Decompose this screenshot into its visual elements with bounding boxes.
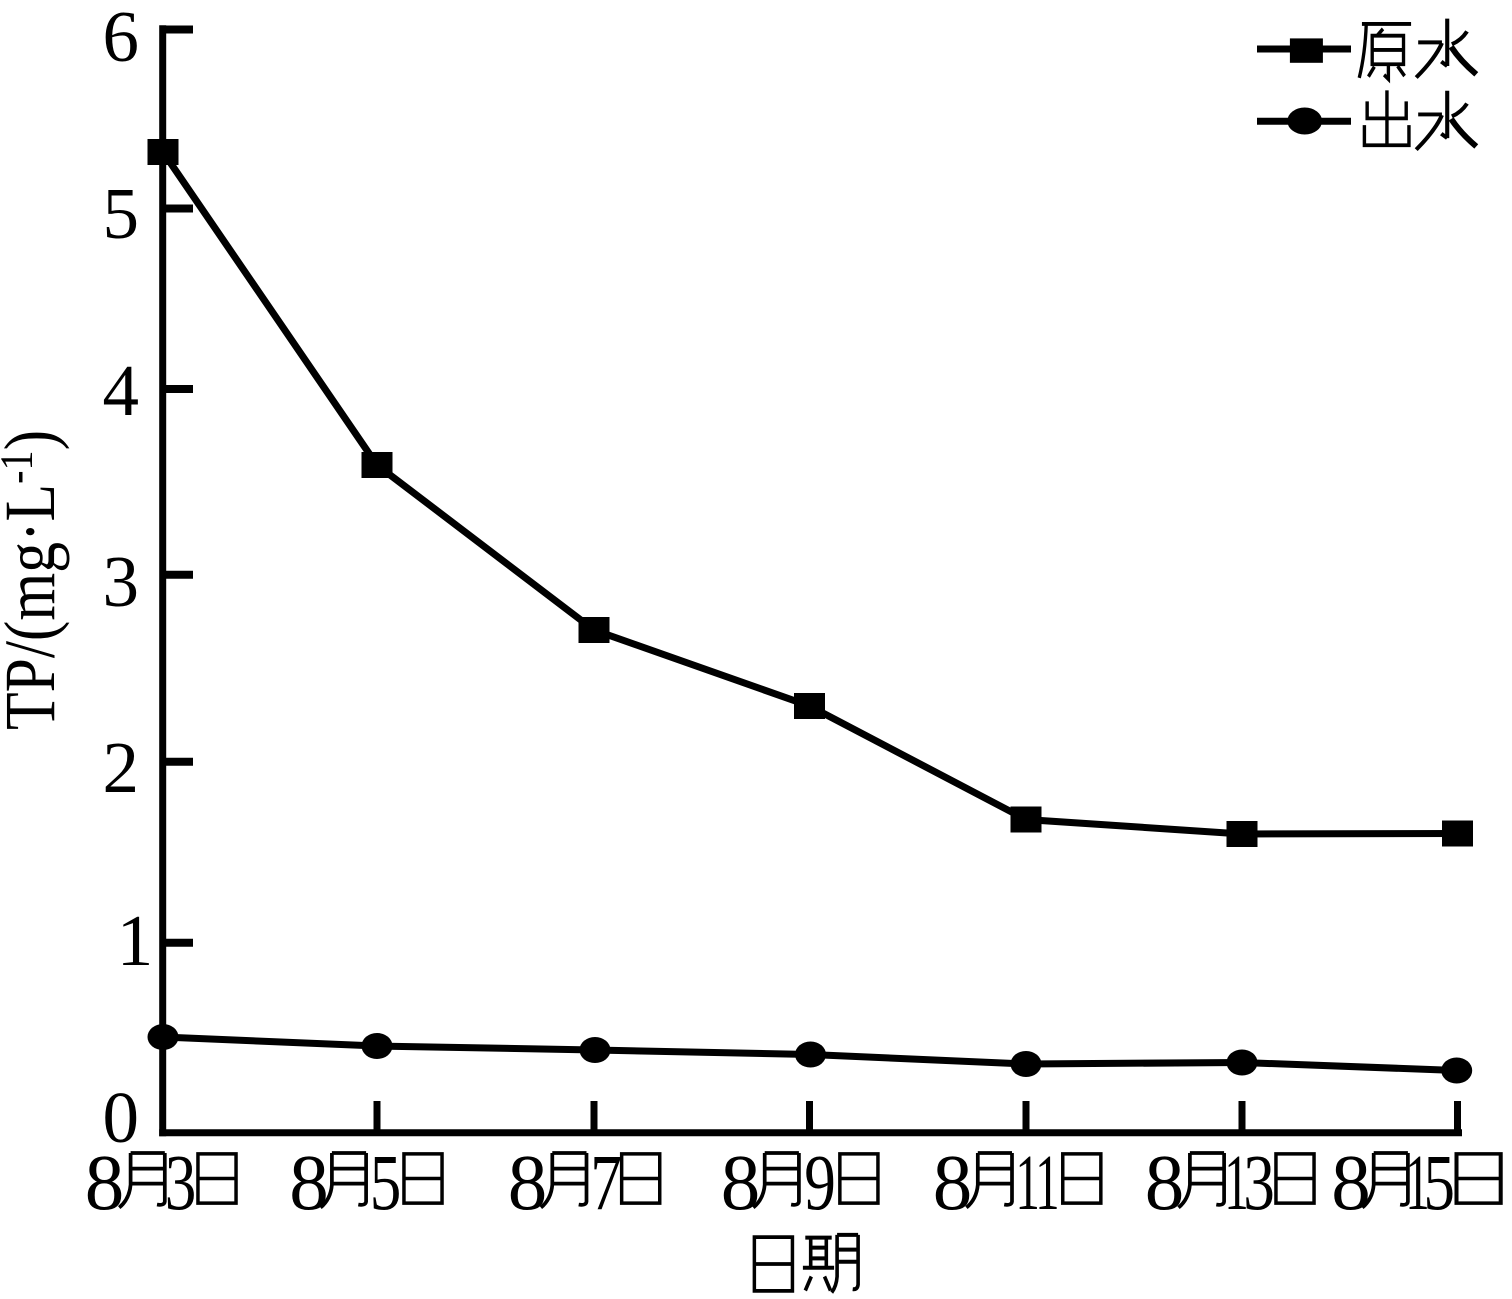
svg-text:5: 5	[370, 1139, 402, 1226]
svg-text:1: 1	[1224, 1139, 1248, 1227]
svg-text:0: 0	[103, 1077, 140, 1158]
svg-text:1: 1	[1405, 1139, 1429, 1227]
svg-text:2: 2	[103, 727, 140, 808]
svg-text:8: 8	[289, 1140, 329, 1227]
svg-text:5: 5	[1423, 1139, 1455, 1226]
svg-text:7: 7	[590, 1139, 622, 1226]
svg-text:1: 1	[1035, 1139, 1059, 1227]
svg-text:3: 3	[1243, 1139, 1275, 1226]
svg-text:3: 3	[103, 541, 140, 622]
svg-text:1: 1	[117, 900, 154, 981]
svg-text:8: 8	[508, 1140, 548, 1227]
svg-text:1: 1	[1015, 1139, 1039, 1227]
svg-text:5: 5	[103, 173, 140, 254]
svg-text:8: 8	[85, 1140, 125, 1227]
svg-text:4: 4	[103, 350, 140, 431]
svg-text:TP/(mg·L-1): TP/(mg·L-1)	[0, 430, 70, 730]
svg-text:8: 8	[933, 1140, 973, 1227]
svg-text:8: 8	[721, 1140, 761, 1227]
svg-text:8: 8	[1145, 1140, 1185, 1227]
svg-text:6: 6	[103, 0, 140, 77]
svg-text:8: 8	[1331, 1140, 1371, 1227]
svg-text:9: 9	[804, 1139, 836, 1226]
svg-text:3: 3	[165, 1139, 197, 1226]
